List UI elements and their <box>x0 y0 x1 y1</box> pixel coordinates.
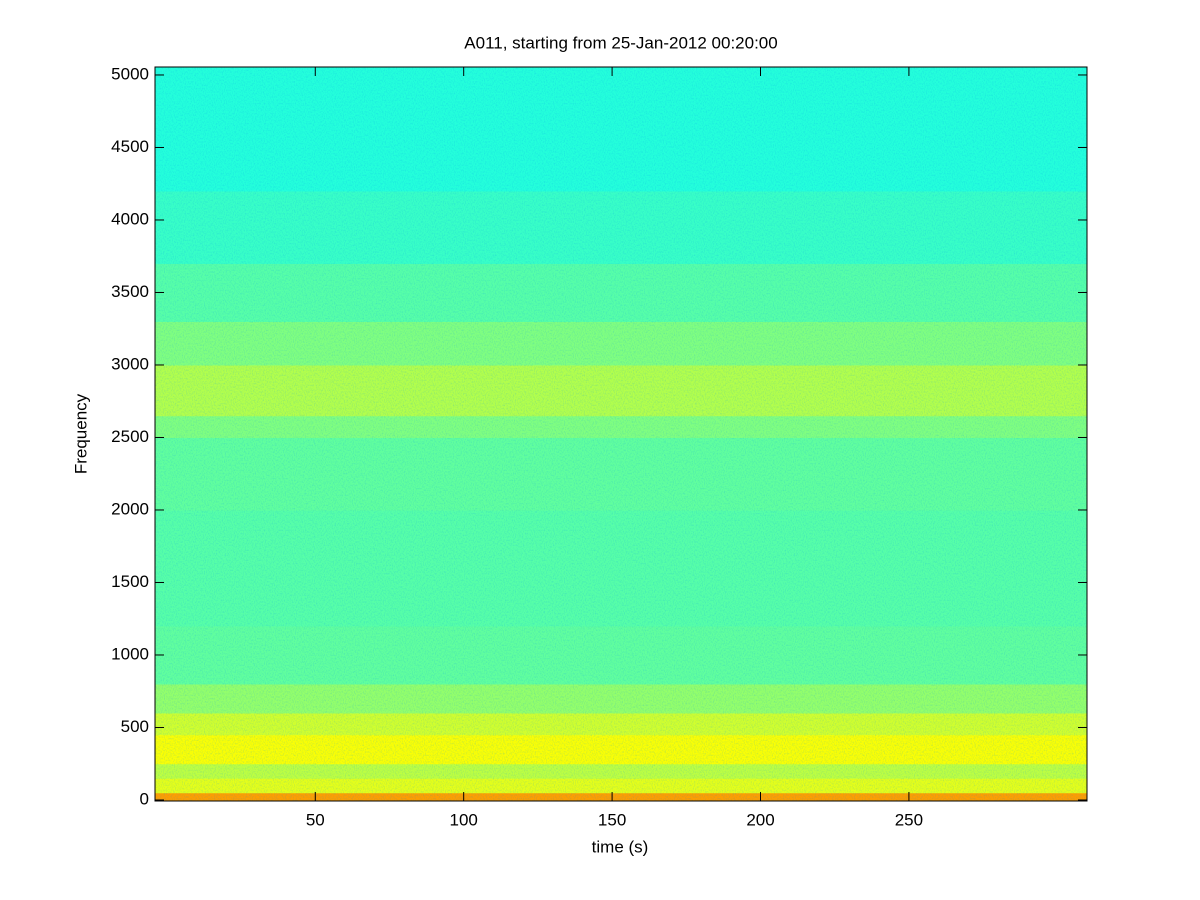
chart-title: A011, starting from 25-Jan-2012 00:20:00 <box>464 33 777 52</box>
y-tick-label: 3000 <box>111 354 149 373</box>
y-tick-label: 1500 <box>111 572 149 591</box>
y-tick-label: 3500 <box>111 282 149 301</box>
y-tick-label: 4000 <box>111 209 149 228</box>
y-tick-label: 500 <box>121 717 149 736</box>
x-axis-label: time (s) <box>592 837 649 856</box>
y-tick-label: 5000 <box>111 64 149 83</box>
noise-texture <box>155 67 1087 801</box>
y-tick-label: 0 <box>140 789 149 808</box>
x-tick-label: 150 <box>598 810 626 829</box>
x-tick-label: 200 <box>746 810 774 829</box>
y-tick-label: 1000 <box>111 644 149 663</box>
x-tick-label: 100 <box>450 810 478 829</box>
plot-frame <box>154 66 1088 802</box>
x-tick-label: 50 <box>306 810 325 829</box>
x-tick-label: 250 <box>895 810 923 829</box>
y-tick-label: 4500 <box>111 137 149 156</box>
y-axis-label: Frequency <box>71 393 90 474</box>
y-tick-label: 2500 <box>111 427 149 446</box>
y-tick-label: 2000 <box>111 499 149 518</box>
